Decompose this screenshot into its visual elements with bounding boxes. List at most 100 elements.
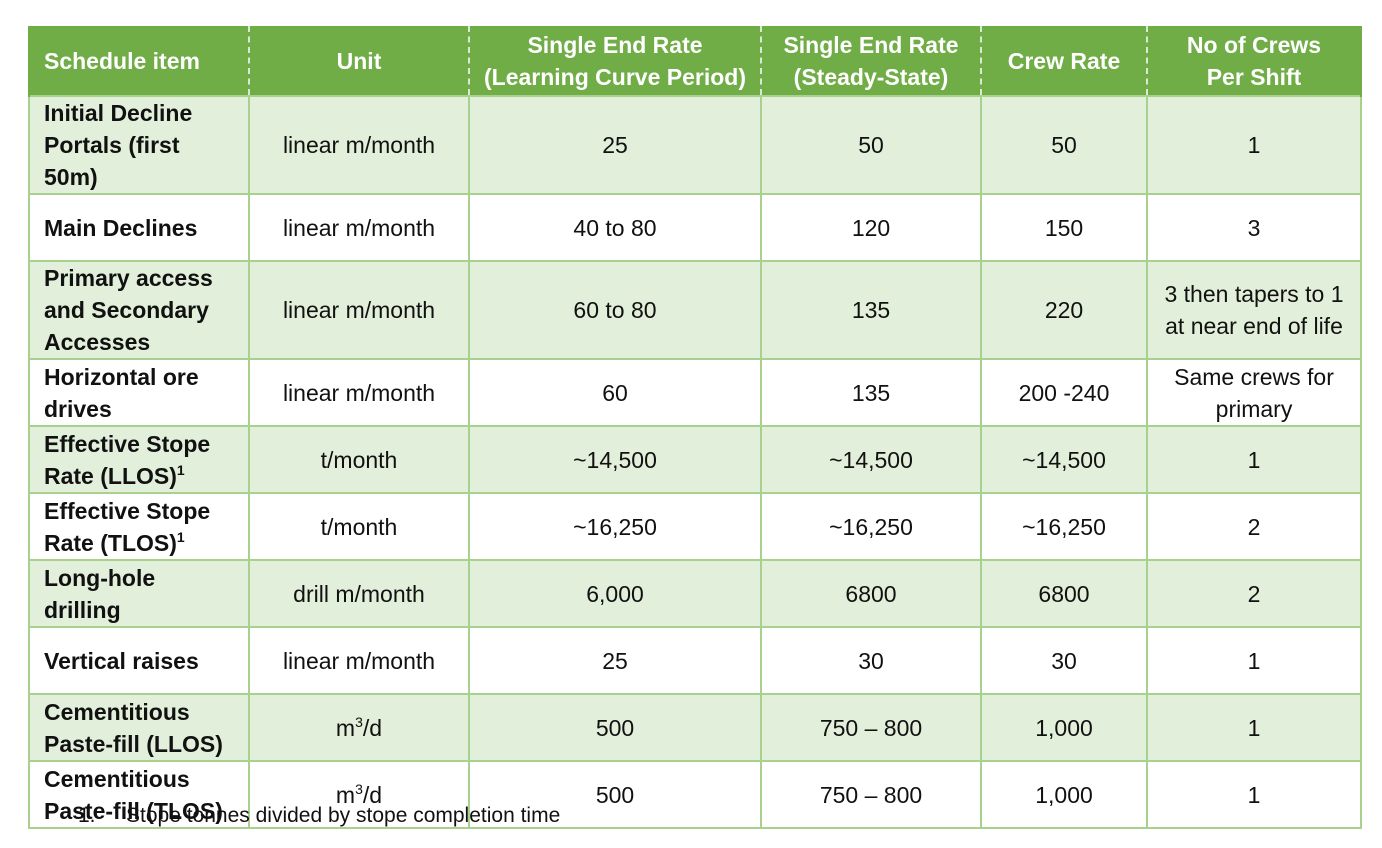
steady-rate-cell: 135 [760,260,982,360]
table-header-row: Schedule item Unit Single End Rate (Learnin… [28,26,1362,96]
table-row: Cementitious Paste-fill (TLOS) m3/d 500 750… [28,760,1362,829]
schedule-item-cell: Cementitious Paste-fill (LLOS) [28,693,250,762]
learning-rate-cell: 40 to 80 [468,193,762,262]
unit-cell: t/month [248,425,470,494]
schedule-item-text: Effective Stope Rate (LLOS) [44,430,211,489]
crew-rate-cell: 150 [980,193,1148,262]
crews-per-shift-cell: 1 [1146,693,1362,762]
column-header-line: Single End Rate [527,31,703,58]
steady-rate-cell: 120 [760,193,982,262]
table-row: Initial Decline Portals (first 50m) linea… [28,95,1362,195]
crew-rate-cell: 200 -240 [980,358,1148,427]
footnote-text: Stope tonnes divided by stope completion… [126,804,561,827]
crew-rate-cell: 1,000 [980,760,1148,829]
schedule-item-text: Vertical raises [44,647,199,674]
crews-per-shift-cell: Same crews for primary [1146,358,1362,427]
table-row: Main Declines linear m/month 40 to 80 120 15… [28,193,1362,262]
unit-suffix: /d [362,714,383,741]
table-row: Primary access and Secondary Accesses lin… [28,260,1362,360]
table-row: Effective Stope Rate (LLOS)1 t/month ~14,5… [28,425,1362,494]
unit-cell: linear m/month [248,260,470,360]
unit-text: t/month [320,513,398,540]
unit-exponent: 3 [355,713,363,730]
unit-cell: linear m/month [248,626,470,695]
schedule-item-cell: Main Declines [28,193,250,262]
column-header-single-end-rate-learning: Single End Rate (Learning Curve Period) [468,26,762,96]
unit-cell: m3/d [248,693,470,762]
crews-per-shift-cell: 2 [1146,492,1362,561]
steady-rate-cell: 135 [760,358,982,427]
column-header-single-end-rate-steady: Single End Rate (Steady-State) [760,26,982,96]
crews-per-shift-cell: 3 [1146,193,1362,262]
table-row: Effective Stope Rate (TLOS)1 t/month ~16,2… [28,492,1362,561]
crew-rate-cell: 50 [980,95,1148,195]
schedule-item-text: Primary access and Secondary Accesses [44,265,213,355]
schedule-item-text: Cementitious Paste-fill (TLOS) [44,765,223,824]
footnote: 1. Stope tonnes divided by stope completi… [78,800,560,832]
crew-rate-cell: 220 [980,260,1148,360]
schedule-item-cell: Vertical raises [28,626,250,695]
steady-rate-cell: ~14,500 [760,425,982,494]
schedule-item-cell: Primary access and Secondary Accesses [28,260,250,360]
schedule-table-container: Schedule item Unit Single End Rate (Learnin… [28,26,1362,829]
unit-text: linear m/month [282,379,436,406]
schedule-item-cell: Initial Decline Portals (first 50m) [28,95,250,195]
learning-rate-cell: 6,000 [468,559,762,628]
column-header-line: Crew Rate [1007,47,1121,74]
schedule-item-text: Effective Stope Rate (TLOS) [44,497,211,556]
crews-per-shift-cell: 3 then tapers to 1 at near end of life [1146,260,1362,360]
steady-rate-cell: 50 [760,95,982,195]
learning-rate-cell: ~16,250 [468,492,762,561]
steady-rate-cell: 750 – 800 [760,693,982,762]
unit-cell: linear m/month [248,358,470,427]
schedule-item-text: Long-hole drilling [44,564,156,623]
unit-suffix: /d [362,781,383,808]
column-header-line: Unit [336,47,382,74]
footnote-marker: 1 [176,461,185,478]
schedule-rates-table: Schedule item Unit Single End Rate (Learnin… [28,26,1362,829]
learning-rate-cell: 500 [468,760,762,829]
unit-cell: drill m/month [248,559,470,628]
learning-rate-cell: 60 [468,358,762,427]
crew-rate-cell: 1,000 [980,693,1148,762]
unit-text: m [335,781,356,808]
schedule-item-cell: Horizontal ore drives [28,358,250,427]
unit-text: linear m/month [282,647,436,674]
crews-per-shift-cell: 1 [1146,425,1362,494]
unit-text: drill m/month [293,580,425,607]
unit-text: linear m/month [282,297,436,323]
schedule-item-text: Initial Decline Portals (first 50m) [44,100,193,190]
column-header-schedule-item: Schedule item [28,26,250,96]
unit-exponent: 3 [355,780,363,797]
learning-rate-cell: 25 [468,95,762,195]
unit-cell: m3/d [248,760,470,829]
table-row: Long-hole drilling drill m/month 6,000 6800… [28,559,1362,628]
steady-rate-cell: ~16,250 [760,492,982,561]
unit-text: m [335,714,356,741]
column-header-line: (Learning Curve Period) [484,63,746,90]
unit-cell: linear m/month [248,193,470,262]
unit-cell: linear m/month [248,95,470,195]
crews-per-shift-cell: 1 [1146,626,1362,695]
crew-rate-cell: 6800 [980,559,1148,628]
table-body: Initial Decline Portals (first 50m) linea… [28,95,1362,829]
learning-rate-cell: ~14,500 [468,425,762,494]
column-header-unit: Unit [248,26,470,96]
schedule-item-text: Main Declines [44,214,198,241]
column-header-line: (Steady-State) [793,63,949,90]
footnote-number: 1. [78,804,96,827]
crew-rate-cell: ~16,250 [980,492,1148,561]
crews-per-shift-cell: 1 [1146,95,1362,195]
unit-text: t/month [320,446,398,473]
crews-per-shift-cell: 1 [1146,760,1362,829]
schedule-item-cell: Long-hole drilling [28,559,250,628]
unit-text: linear m/month [282,214,436,241]
column-header-line: Single End Rate [783,31,959,58]
unit-cell: t/month [248,492,470,561]
schedule-item-text: Cementitious Paste-fill (LLOS) [44,698,223,757]
footnote-marker: 1 [176,528,185,545]
column-header-line: Schedule item [44,47,200,74]
column-header-line: No of Crews [1186,31,1322,58]
schedule-item-text: Horizontal ore drives [44,363,199,422]
crews-per-shift-cell: 2 [1146,559,1362,628]
